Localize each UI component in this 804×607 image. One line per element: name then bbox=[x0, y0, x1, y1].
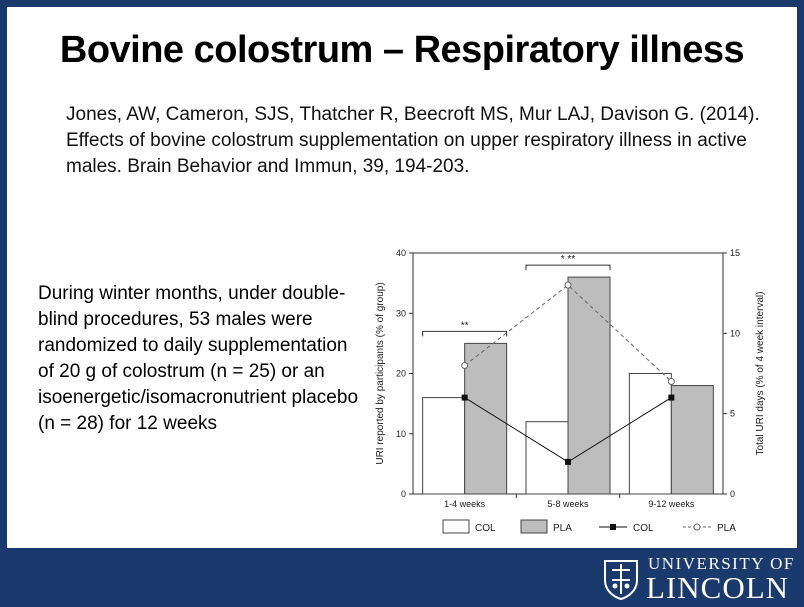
point-pla bbox=[462, 362, 468, 368]
y2-tick-label: 10 bbox=[730, 328, 740, 338]
y2-tick-label: 0 bbox=[730, 489, 735, 499]
y-tick-label: 10 bbox=[396, 429, 406, 439]
citation-text: Jones, AW, Cameron, SJS, Thatcher R, Bee… bbox=[66, 102, 766, 180]
bar-col bbox=[423, 398, 465, 494]
y-tick-label: 30 bbox=[396, 308, 406, 318]
point-col bbox=[668, 395, 674, 401]
y-axis-title: URI reported by participants (% of group… bbox=[375, 282, 386, 464]
x-tick-label: 5-8 weeks bbox=[547, 499, 589, 509]
point-pla bbox=[565, 282, 571, 288]
university-name: LINCOLN bbox=[646, 570, 789, 606]
bar-pla bbox=[465, 343, 507, 494]
x-tick-label: 9-12 weeks bbox=[648, 499, 695, 509]
legend-label: COL bbox=[475, 523, 496, 534]
legend-marker bbox=[610, 524, 616, 530]
point-pla bbox=[668, 379, 674, 385]
legend-swatch-col bbox=[443, 520, 469, 533]
significance-label: * ** bbox=[561, 254, 576, 265]
point-col bbox=[462, 395, 468, 401]
y-tick-label: 20 bbox=[396, 369, 406, 379]
slide-title: Bovine colostrum – Respiratory illness bbox=[7, 29, 797, 72]
bar-pla bbox=[568, 277, 610, 494]
uri-chart-svg: 0 10 20 30 40 0 5 10 15 1-4 weeks 5-8 weeks 9-12 we… bbox=[331, 235, 797, 548]
y2-tick-label: 5 bbox=[730, 409, 735, 419]
study-summary: During winter months, under double-blind… bbox=[38, 281, 358, 437]
legend-label: PLA bbox=[553, 523, 572, 534]
y2-tick-label: 15 bbox=[730, 248, 740, 258]
point-col bbox=[565, 459, 571, 465]
significance-bracket bbox=[526, 265, 610, 270]
legend-label: PLA bbox=[717, 523, 736, 534]
university-crest-icon bbox=[602, 558, 640, 600]
slide: Bovine colostrum – Respiratory illness J… bbox=[7, 7, 797, 548]
y-tick-label: 40 bbox=[396, 248, 406, 258]
uri-chart: 0 10 20 30 40 0 5 10 15 1-4 weeks 5-8 weeks 9-12 we… bbox=[331, 235, 797, 548]
legend-marker bbox=[694, 524, 700, 530]
bar-pla bbox=[671, 386, 713, 494]
significance-bracket bbox=[423, 331, 507, 336]
significance-label: ** bbox=[461, 320, 469, 331]
footer-bar: UNIVERSITY OF LINCOLN bbox=[0, 548, 804, 607]
bar-col bbox=[629, 374, 671, 495]
y2-axis-title: Total URI days (% of 4 week interval) bbox=[755, 292, 766, 456]
y-tick-label: 0 bbox=[401, 489, 406, 499]
x-tick-label: 1-4 weeks bbox=[444, 499, 486, 509]
legend-swatch-pla bbox=[521, 520, 547, 533]
legend-label: COL bbox=[633, 523, 654, 534]
